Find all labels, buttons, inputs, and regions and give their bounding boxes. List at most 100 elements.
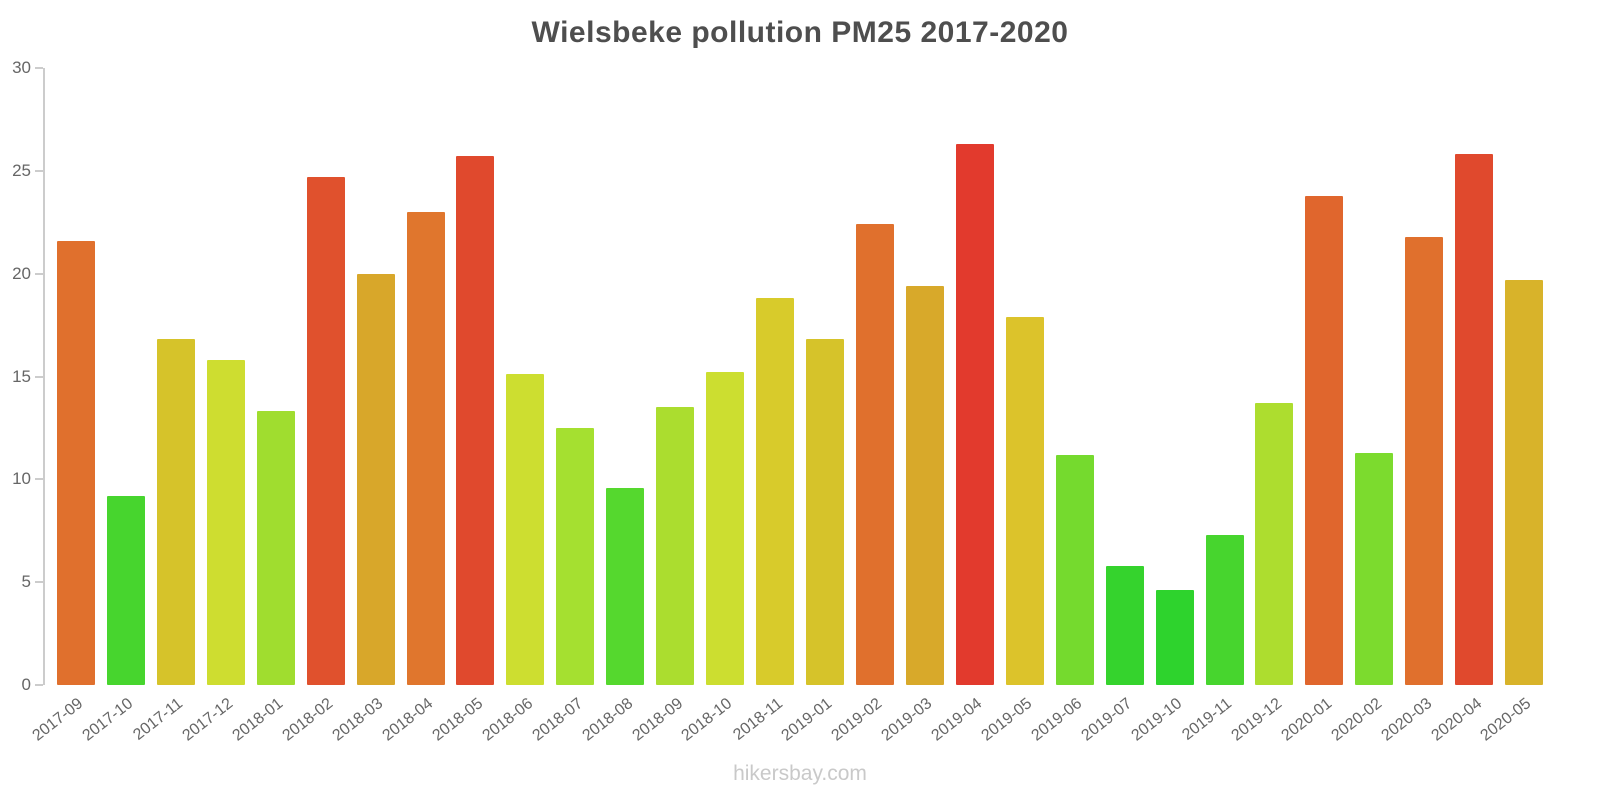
bar xyxy=(206,360,245,685)
y-tick-mark xyxy=(35,581,43,584)
x-axis-label: 2018-05 xyxy=(429,695,486,745)
x-axis-label: 2020-02 xyxy=(1328,695,1385,745)
x-axis-label: 2020-03 xyxy=(1378,695,1435,745)
bar-slot: 2020-04 xyxy=(1428,68,1499,745)
chart-title: Wielsbeke pollution PM25 2017-2020 xyxy=(531,16,1069,49)
x-axis-label: 2020-05 xyxy=(1477,695,1535,745)
bar xyxy=(506,374,545,685)
x-axis-label: 2018-02 xyxy=(279,695,337,745)
x-axis-label: 2017-09 xyxy=(29,695,87,745)
bar-slot: 2018-04 xyxy=(379,68,451,745)
bar xyxy=(456,156,495,685)
x-axis-label: 2019-05 xyxy=(978,695,1036,745)
x-axis-label: 2018-07 xyxy=(529,695,586,745)
x-axis-label: 2019-11 xyxy=(1179,695,1235,744)
y-tick-label: 25 xyxy=(12,160,31,180)
bar-slot: 2020-01 xyxy=(1278,68,1349,745)
bar xyxy=(1205,534,1244,685)
x-axis-label: 2018-06 xyxy=(479,695,536,745)
x-axis-label: 2019-12 xyxy=(1228,695,1285,745)
y-tick-mark xyxy=(35,169,43,172)
y-tick-label: 30 xyxy=(12,58,31,77)
bar xyxy=(955,144,994,685)
y-tick-label: 20 xyxy=(12,263,31,283)
bar xyxy=(855,224,894,685)
bar-slot: 2020-02 xyxy=(1328,68,1399,745)
bar-slot: 2018-09 xyxy=(629,68,700,745)
x-axis-label: 2019-06 xyxy=(1028,695,1086,745)
plot-area: 0 5 10 15 20 25 30 2017-09 2017-10 2017-11 2017-1… xyxy=(12,58,1555,745)
bar-slot: 2018-08 xyxy=(579,68,650,745)
bar xyxy=(306,177,345,685)
bar xyxy=(256,411,295,685)
bar xyxy=(1255,403,1294,685)
bar-slot: 2019-02 xyxy=(829,68,900,745)
x-axis-label: 2019-01 xyxy=(778,695,836,745)
bar xyxy=(1005,316,1044,685)
y-tick-label: 15 xyxy=(12,366,31,386)
x-axis-label: 2020-01 xyxy=(1278,695,1335,745)
bar-slot: 2018-06 xyxy=(479,68,550,745)
bar-slot: 2019-12 xyxy=(1228,68,1300,745)
bar-slot: 2017-11 xyxy=(131,68,201,744)
x-axis-label: 2019-10 xyxy=(1128,695,1186,745)
bar xyxy=(1105,565,1144,685)
bar xyxy=(1455,154,1494,685)
bar-slot: 2019-10 xyxy=(1128,68,1200,745)
x-axis-label: 2018-09 xyxy=(628,695,686,745)
y-tick-mark xyxy=(35,67,43,69)
bar xyxy=(905,286,944,685)
bar xyxy=(1055,454,1094,685)
y-tick-mark xyxy=(35,272,43,275)
bar xyxy=(156,339,195,685)
bar-slot: 2018-10 xyxy=(679,68,750,745)
bar-slot: 2018-01 xyxy=(229,68,301,745)
bar xyxy=(106,495,145,685)
bar xyxy=(1355,452,1394,685)
bar xyxy=(1155,590,1194,685)
bar xyxy=(756,298,795,685)
x-axis-label: 2018-03 xyxy=(329,695,387,745)
y-axis xyxy=(43,68,45,685)
x-axis-label: 2018-04 xyxy=(379,695,436,745)
bar-slot: 2018-02 xyxy=(279,68,351,745)
bar-slot: 2017-10 xyxy=(80,68,151,745)
bar-slot: 2020-05 xyxy=(1478,68,1549,745)
bar-slot: 2019-06 xyxy=(1028,68,1100,745)
bar xyxy=(356,273,395,685)
bar-slot: 2019-07 xyxy=(1078,68,1150,745)
y-tick-label: 5 xyxy=(21,572,31,592)
y-tick-label: 0 xyxy=(21,675,31,694)
bars-container: 2017-09 2017-10 2017-11 2017-12 2018-01 2018-… xyxy=(30,68,1555,745)
bar-slot: 2018-05 xyxy=(429,68,501,745)
watermark: hikersbay.com xyxy=(733,762,867,785)
x-axis-label: 2019-03 xyxy=(878,695,936,745)
bar-slot: 2019-01 xyxy=(779,68,850,745)
bar xyxy=(1405,236,1444,685)
bar-slot: 2020-03 xyxy=(1378,68,1449,745)
x-axis-label: 2018-01 xyxy=(229,695,287,745)
bar-slot: 2019-11 xyxy=(1179,68,1250,744)
x-axis-label: 2019-04 xyxy=(928,695,986,745)
bar-slot: 2018-11 xyxy=(730,68,800,744)
bar xyxy=(806,339,845,685)
bar-slot: 2017-12 xyxy=(180,68,251,745)
x-axis-label: 2017-12 xyxy=(179,695,237,745)
bar xyxy=(656,407,695,685)
bar-slot: 2018-07 xyxy=(529,68,600,745)
x-axis-label: 2020-04 xyxy=(1427,695,1485,745)
x-axis-label: 2017-10 xyxy=(79,695,137,745)
bar xyxy=(1505,279,1544,685)
bar-slot: 2018-03 xyxy=(329,68,401,745)
y-tick-mark xyxy=(35,684,43,686)
x-axis-label: 2018-08 xyxy=(579,695,636,745)
y-tick-mark xyxy=(35,375,43,378)
x-axis-label: 2018-11 xyxy=(729,695,786,744)
bar-slot: 2019-03 xyxy=(879,68,950,745)
bar xyxy=(706,372,745,685)
x-axis-label: 2019-07 xyxy=(1078,695,1136,745)
bar-slot: 2019-05 xyxy=(979,68,1050,745)
y-tick-mark xyxy=(35,478,43,481)
x-axis-label: 2017-11 xyxy=(130,695,187,744)
